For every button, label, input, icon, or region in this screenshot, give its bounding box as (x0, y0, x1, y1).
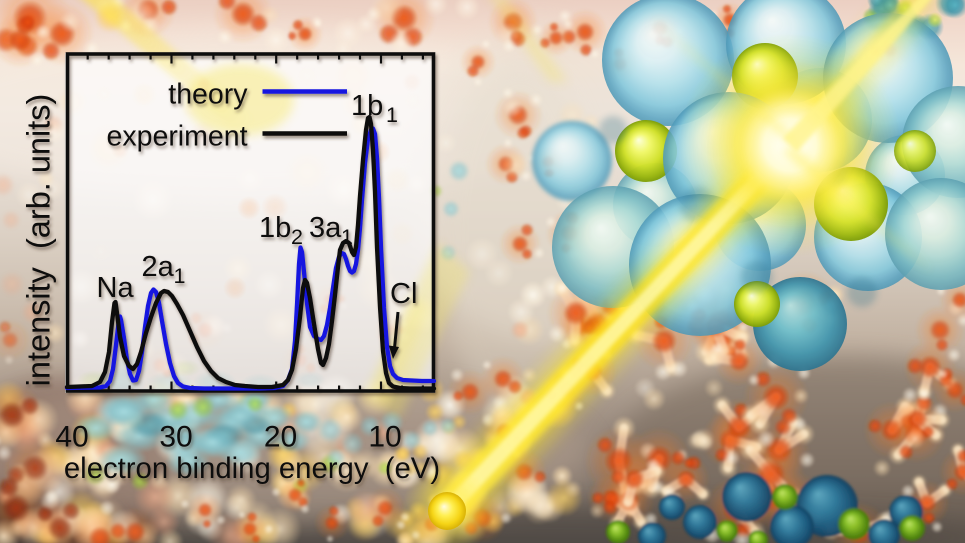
svg-text:1: 1 (386, 103, 398, 127)
svg-text:Na: Na (97, 272, 135, 304)
svg-text:Cl: Cl (390, 278, 417, 310)
svg-text:10: 10 (368, 421, 401, 454)
svg-text:1: 1 (341, 225, 353, 249)
svg-text:1b: 1b (259, 212, 291, 244)
svg-text:2a: 2a (142, 251, 175, 283)
svg-text:theory: theory (168, 79, 248, 111)
svg-text:1: 1 (174, 264, 186, 288)
svg-text:30: 30 (159, 421, 192, 454)
svg-text:electron binding energy (eV): electron binding energy (eV) (64, 452, 440, 485)
svg-text:2: 2 (291, 225, 303, 249)
svg-text:intensity (arb. units): intensity (arb. units) (21, 94, 57, 387)
svg-text:3a: 3a (309, 212, 342, 244)
svg-text:1b: 1b (351, 90, 383, 122)
svg-text:experiment: experiment (107, 121, 248, 153)
svg-text:40: 40 (55, 421, 88, 454)
svg-text:20: 20 (264, 421, 297, 454)
